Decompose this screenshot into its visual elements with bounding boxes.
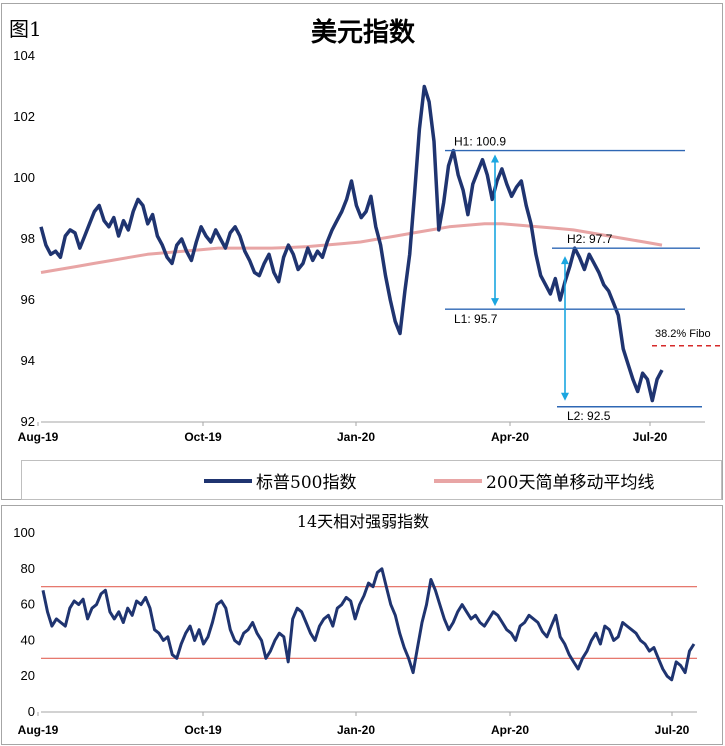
x-tick-label: Jul-20 <box>633 430 668 444</box>
legend-label-sp500: 标普500指数 <box>256 473 357 493</box>
h1-label: H1: 100.9 <box>454 135 506 149</box>
ma200-line <box>40 222 663 274</box>
rsi-x-tick-label: Aug-19 <box>18 723 59 737</box>
x-tick-label: Oct-19 <box>184 430 222 444</box>
chart-title: 美元指数 <box>310 18 415 48</box>
l2-label: L2: 92.5 <box>567 409 611 423</box>
sp500-line <box>39 84 664 403</box>
y-tick-label: 92 <box>21 414 35 429</box>
rsi-y-tick-label: 80 <box>21 561 35 576</box>
l1-label: L1: 95.7 <box>454 312 498 326</box>
x-tick-label: Jan-20 <box>337 430 375 444</box>
rsi-y-tick-label: 40 <box>21 632 35 647</box>
rsi-title: 14天相对强弱指数 <box>296 512 430 531</box>
rsi-y-tick-label: 20 <box>21 668 35 683</box>
h1-l1-arrow-head-up <box>491 154 499 163</box>
legend-item-sp500: 标普500指数 <box>204 468 356 493</box>
y-tick-label: 94 <box>21 353 35 368</box>
fibo-label: 38.2% Fibo <box>655 328 711 340</box>
x-tick-label: Apr-20 <box>491 430 529 444</box>
y-tick-label: 98 <box>21 231 35 246</box>
rsi-chart-panel: 14天相对强弱指数 0 20 40 60 80 100 Aug-19 Oct-19 Jan-20… <box>1 505 723 745</box>
legend-label-ma200: 200天简单移动平均线 <box>486 473 655 493</box>
h2-l2-arrow-head-down <box>561 392 569 401</box>
rsi-y-tick-label: 0 <box>28 704 35 719</box>
h2-label: H2: 97.7 <box>567 232 613 246</box>
rsi-plot: 0 20 40 60 80 100 Aug-19 Oct-19 Jan-20 Apr-20 Jul-… <box>13 525 697 737</box>
legend-item-ma200: 200天简单移动平均线 <box>434 468 654 493</box>
h2-l2-arrow-head-up <box>561 256 569 265</box>
dxy-plot: 92 94 96 98 100 102 104 Aug-19 Oct-19 Jan-20 Apr-2… <box>13 48 724 444</box>
rsi-x-tick-label: Oct-19 <box>184 723 222 737</box>
rsi-x-tick-label: Apr-20 <box>491 723 529 737</box>
legend-swatch-sp500 <box>204 478 252 483</box>
rsi-y-tick-label: 100 <box>13 525 35 540</box>
x-tick-label: Aug-19 <box>18 430 59 444</box>
figure-label: 图1 <box>9 17 42 41</box>
y-tick-label: 96 <box>21 292 35 307</box>
rsi-x-tick-label: Jan-20 <box>337 723 375 737</box>
rsi-x-tick-label: Jul-20 <box>655 723 690 737</box>
rsi-y-tick-label: 60 <box>21 597 35 612</box>
y-tick-label: 102 <box>13 109 35 124</box>
dxy-chart-panel: 图1 美元指数 92 94 96 98 100 102 104 Aug-19 Oct-19 Jan… <box>1 3 724 500</box>
legend: 标普500指数 200天简单移动平均线 <box>21 460 722 500</box>
h1-l1-arrow-head-down <box>491 298 499 307</box>
y-tick-label: 104 <box>13 48 35 63</box>
rsi-line <box>41 567 696 682</box>
y-tick-label: 100 <box>13 170 35 185</box>
legend-swatch-ma200 <box>434 478 482 483</box>
